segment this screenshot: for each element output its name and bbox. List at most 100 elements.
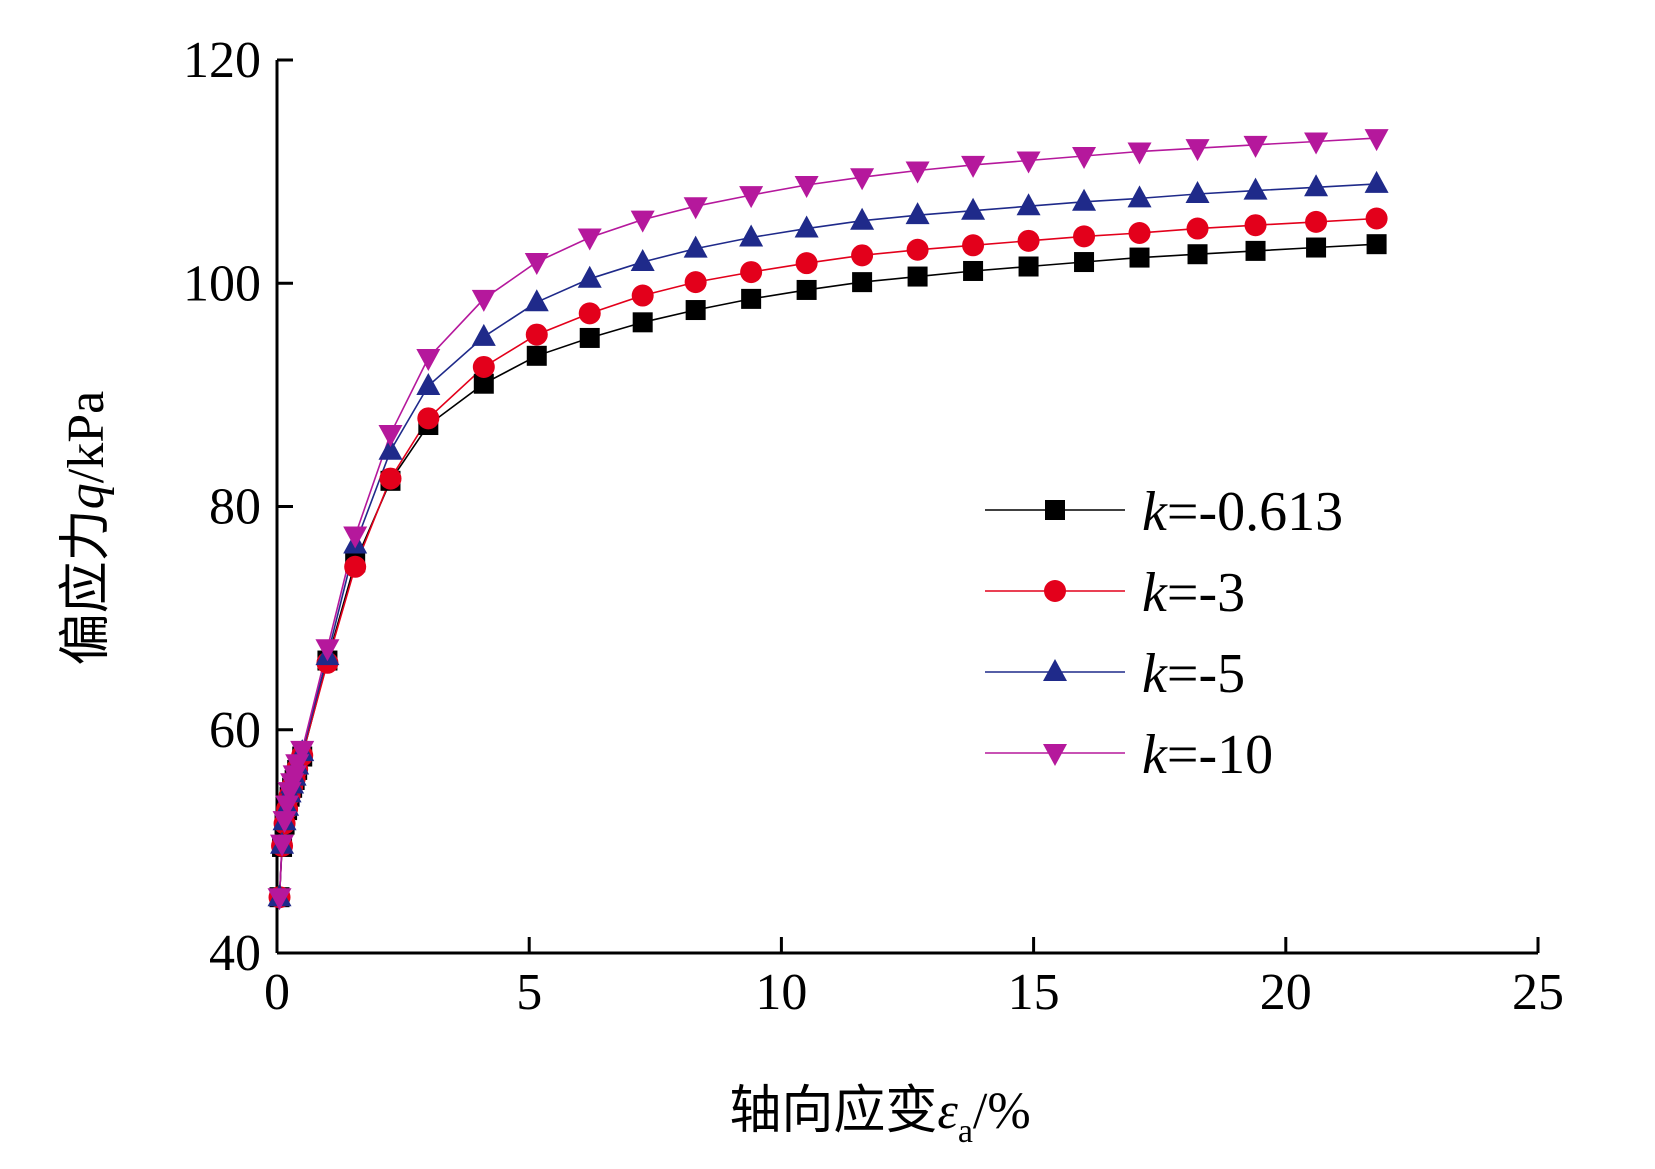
series-2-point (1016, 193, 1041, 216)
series-0-point (1245, 240, 1266, 261)
legend-2-label: k=-5 (1142, 643, 1245, 705)
series-1-line (278, 217, 1377, 898)
series-2-point (416, 372, 441, 395)
series-0-point (741, 288, 762, 309)
x-tick-label: 20 (1260, 964, 1312, 1021)
series-0-point (1129, 247, 1150, 268)
series-1-point (1073, 225, 1096, 248)
series-2-point (471, 323, 496, 346)
series-markers (267, 129, 1389, 911)
series-2-point (961, 197, 986, 220)
y-tick-label: 100 (183, 255, 261, 312)
series-2-point (577, 265, 602, 288)
y-tick-label: 120 (183, 32, 261, 89)
y-axis-title: 偏应力q/kPa (56, 391, 116, 665)
legend-0-label: k=-0.613 (1142, 481, 1343, 543)
x-tick-label: 10 (755, 964, 807, 1021)
series-0-point (907, 266, 928, 287)
legend: k=-0.613 k=-3 k=-5 k=-10 (985, 481, 1343, 786)
series-3-point (1185, 139, 1210, 162)
series-3-point (630, 210, 655, 233)
series-2-point (1072, 188, 1097, 211)
legend-0-marker (1045, 500, 1065, 520)
series-1-point (344, 555, 367, 578)
series-3-point (1243, 135, 1268, 158)
series-2-point (378, 437, 403, 460)
series-2-point (794, 215, 819, 238)
legend-1-label: k=-3 (1142, 562, 1245, 624)
series-1-point (684, 271, 707, 294)
y-tick-label: 40 (209, 925, 261, 982)
series-1-point (1186, 217, 1209, 240)
series-1-point (906, 238, 929, 261)
series-1-point (851, 244, 874, 267)
series-0-point (1074, 252, 1095, 273)
legend-1-marker (1044, 580, 1066, 602)
series-3-point (315, 639, 340, 662)
series-3-point (1016, 151, 1041, 174)
series-0-point (579, 327, 600, 348)
series-1-point (417, 407, 440, 430)
series-3-point (471, 289, 496, 312)
series-3-point (267, 888, 292, 911)
series-1-point (1017, 229, 1040, 252)
series-2-point (1127, 185, 1152, 208)
series-1-point (740, 261, 763, 284)
series-2-point (905, 202, 930, 225)
series-3-point (850, 168, 875, 191)
series-2-point (1185, 180, 1210, 203)
series-0-point (852, 272, 873, 293)
series-1-point (525, 323, 548, 346)
x-tick-label: 5 (516, 964, 542, 1021)
series-1-point (379, 467, 402, 490)
series-2-point (1304, 174, 1329, 197)
series-3-point (1304, 132, 1329, 155)
y-tick-label: 80 (209, 479, 261, 536)
series-2-point (850, 207, 875, 230)
series-3-point (1127, 142, 1152, 165)
series-0-point (526, 345, 547, 366)
series-0-point (963, 260, 984, 281)
axes (275, 60, 1538, 955)
series-1-point (1365, 207, 1388, 230)
series-1-point (472, 355, 495, 378)
series-3-point (270, 834, 295, 857)
x-tick-label: 25 (1512, 964, 1564, 1021)
series-1-point (1305, 210, 1328, 233)
series-1-point (1128, 222, 1151, 245)
series-3-point (794, 176, 819, 199)
series-3-point (1364, 129, 1389, 152)
series-3-point (577, 228, 602, 251)
x-tick-label: 15 (1008, 964, 1060, 1021)
legend-2-marker (1043, 659, 1067, 681)
series-1-point (1244, 214, 1267, 237)
series-3-point (275, 795, 300, 818)
series-3-point (290, 740, 315, 763)
series-0-point (796, 279, 817, 300)
series-0-point (1187, 244, 1208, 265)
series-0-point (1306, 237, 1327, 258)
series-3-point (961, 155, 986, 178)
series-3-point (524, 253, 549, 276)
series-2-point (1364, 170, 1389, 193)
x-axis-title: 轴向应变εa/% (729, 1081, 1030, 1150)
series-3-point (905, 161, 930, 184)
series-0-point (1366, 234, 1387, 255)
ticks: 0 5 10 15 20 25 40 60 80 100 120 (183, 32, 1564, 1021)
series-0-point (1018, 256, 1039, 277)
series-3-point (1072, 146, 1097, 169)
series-3-point (739, 186, 764, 209)
series-3-point (282, 765, 307, 788)
series-3-point (343, 526, 368, 549)
series-2-point (524, 289, 549, 312)
series-0-point (632, 312, 653, 333)
y-tick-label: 60 (209, 702, 261, 759)
series-2-point (739, 224, 764, 247)
series-1-point (631, 284, 654, 307)
series-3-point (416, 349, 441, 372)
series-0-point (473, 373, 494, 394)
legend-3-marker (1043, 744, 1067, 766)
series-1-point (578, 302, 601, 325)
series-0-point (685, 300, 706, 321)
